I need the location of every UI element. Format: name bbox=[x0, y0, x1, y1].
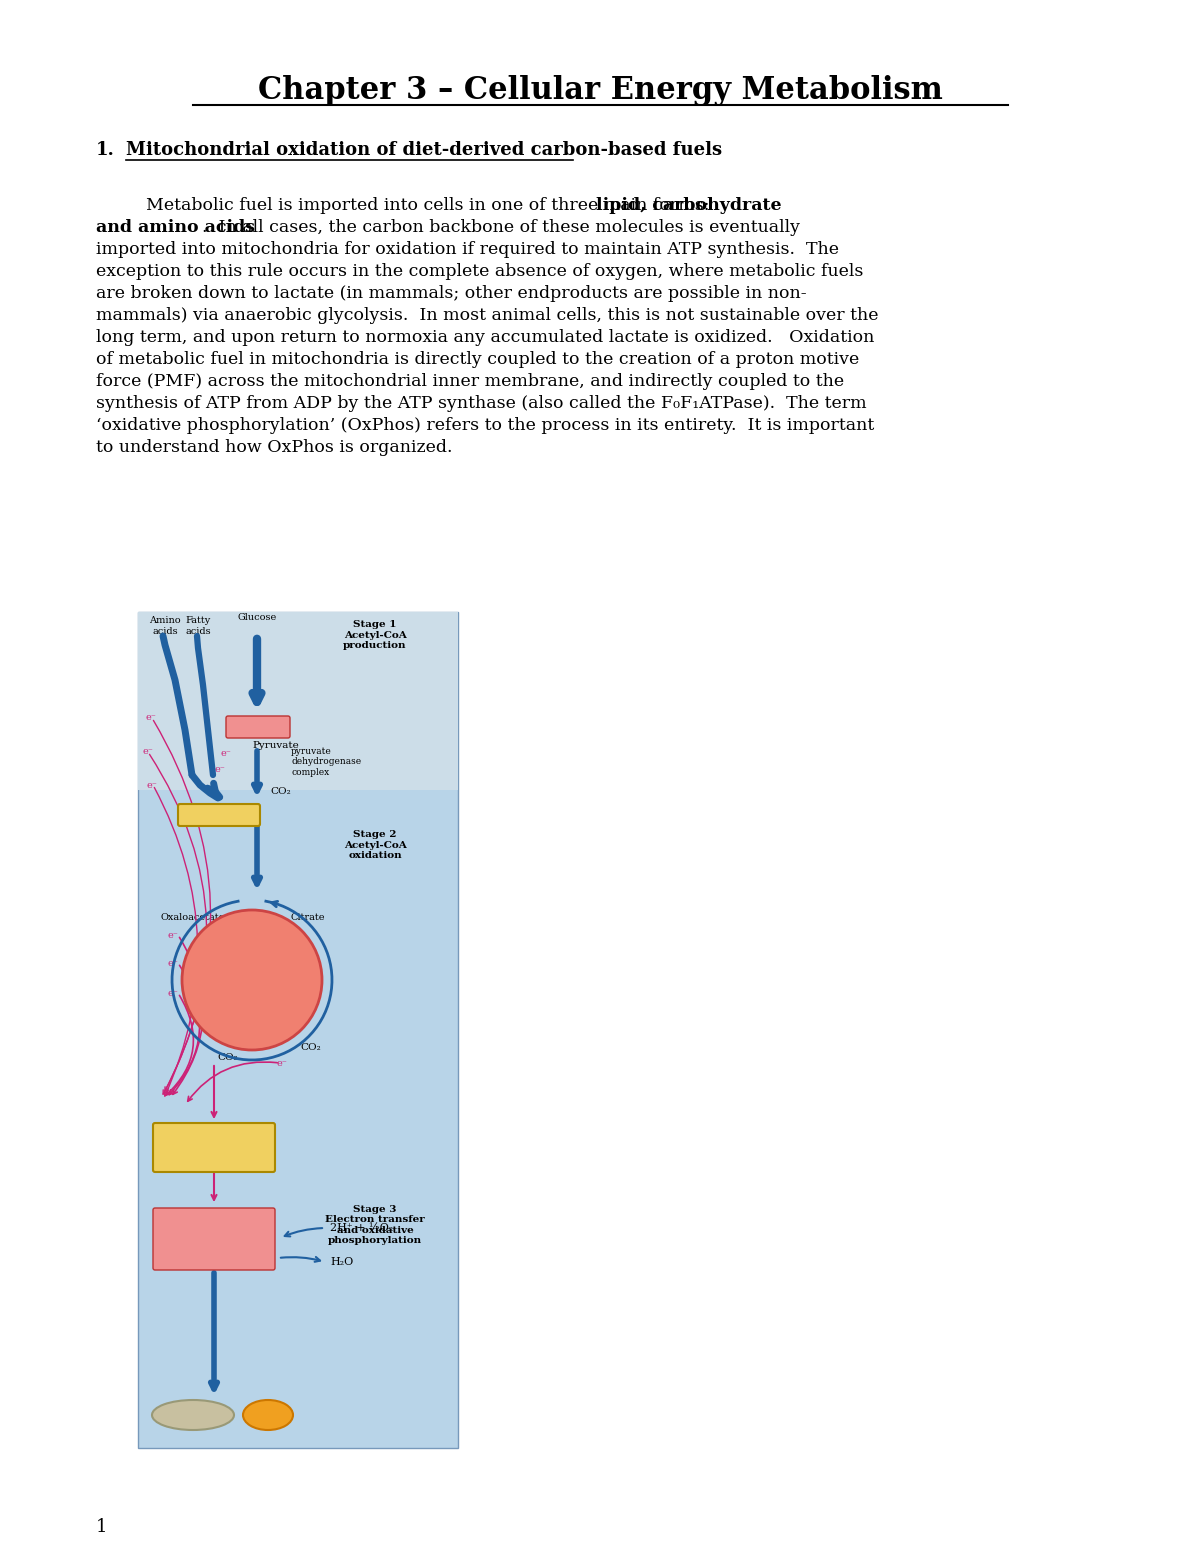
Text: e⁻: e⁻ bbox=[145, 713, 156, 722]
Text: Fatty
acids: Fatty acids bbox=[185, 617, 211, 635]
Text: ATP: ATP bbox=[256, 1409, 281, 1421]
Text: ADP + Pᵢ: ADP + Pᵢ bbox=[169, 1410, 216, 1419]
Text: e⁻: e⁻ bbox=[276, 1059, 288, 1067]
Text: Amino
acids: Amino acids bbox=[149, 617, 181, 635]
Text: CO₂: CO₂ bbox=[217, 1053, 239, 1062]
FancyBboxPatch shape bbox=[154, 1208, 275, 1270]
Circle shape bbox=[182, 910, 322, 1050]
Text: imported into mitochondria for oxidation if required to maintain ATP synthesis. : imported into mitochondria for oxidation… bbox=[96, 241, 839, 258]
Text: 1.: 1. bbox=[96, 141, 115, 158]
Text: H₂O: H₂O bbox=[330, 1256, 353, 1267]
Text: CO₂: CO₂ bbox=[270, 787, 290, 797]
FancyBboxPatch shape bbox=[178, 804, 260, 826]
Text: Glycolysis: Glycolysis bbox=[232, 722, 284, 731]
Text: to understand how OxPhos is organized.: to understand how OxPhos is organized. bbox=[96, 439, 452, 457]
Text: Pyruvate: Pyruvate bbox=[252, 741, 299, 750]
Text: Stage 1
Acetyl-CoA
production: Stage 1 Acetyl-CoA production bbox=[343, 620, 407, 649]
Text: e⁻: e⁻ bbox=[167, 989, 178, 997]
Text: are broken down to lactate (in mammals; other endproducts are possible in non-: are broken down to lactate (in mammals; … bbox=[96, 286, 806, 301]
Text: of metabolic fuel in mitochondria is directly coupled to the creation of a proto: of metabolic fuel in mitochondria is dir… bbox=[96, 351, 859, 368]
Text: Stage 3
Electron transfer
and oxidative
phosphorylation: Stage 3 Electron transfer and oxidative … bbox=[325, 1205, 425, 1246]
Text: .  In all cases, the carbon backbone of these molecules is eventually: . In all cases, the carbon backbone of t… bbox=[203, 219, 800, 236]
Text: e⁻: e⁻ bbox=[143, 747, 154, 756]
Text: Citric: Citric bbox=[234, 968, 270, 980]
Text: Acetyl-CoA: Acetyl-CoA bbox=[188, 811, 250, 820]
Text: force (PMF) across the mitochondrial inner membrane, and indirectly coupled to t: force (PMF) across the mitochondrial inn… bbox=[96, 373, 844, 390]
Text: 1: 1 bbox=[96, 1517, 108, 1536]
Text: e⁻: e⁻ bbox=[146, 781, 157, 789]
FancyBboxPatch shape bbox=[138, 612, 458, 1447]
Text: Citrate: Citrate bbox=[290, 913, 325, 922]
Text: e⁻: e⁻ bbox=[167, 958, 178, 968]
Text: Respiratory
(electron transfer)
chain: Respiratory (electron transfer) chain bbox=[166, 1224, 263, 1253]
Text: ‘oxidative phosphorylation’ (OxPhos) refers to the process in its entirety.  It : ‘oxidative phosphorylation’ (OxPhos) ref… bbox=[96, 418, 875, 433]
Text: synthesis of ATP from ADP by the ATP synthase (also called the F₀F₁ATPase).  The: synthesis of ATP from ADP by the ATP syn… bbox=[96, 394, 866, 412]
Text: Mitochondrial oxidation of diet-derived carbon-based fuels: Mitochondrial oxidation of diet-derived … bbox=[126, 141, 722, 158]
Ellipse shape bbox=[242, 1399, 293, 1430]
Text: e⁻: e⁻ bbox=[208, 1143, 220, 1152]
Text: lipid, carbohydrate: lipid, carbohydrate bbox=[596, 197, 782, 214]
Text: Oxaloacetate: Oxaloacetate bbox=[161, 913, 226, 922]
Text: e⁻: e⁻ bbox=[215, 766, 226, 775]
Text: Glucose: Glucose bbox=[238, 613, 277, 623]
FancyBboxPatch shape bbox=[138, 612, 458, 790]
Text: acid cycle: acid cycle bbox=[221, 983, 283, 995]
FancyBboxPatch shape bbox=[154, 1123, 275, 1173]
Text: Chapter 3 – Cellular Energy Metabolism: Chapter 3 – Cellular Energy Metabolism bbox=[258, 75, 942, 106]
Text: pyruvate
dehydrogenase
complex: pyruvate dehydrogenase complex bbox=[292, 747, 361, 776]
FancyBboxPatch shape bbox=[226, 716, 290, 738]
Text: 2H⁺ + ½O₂: 2H⁺ + ½O₂ bbox=[330, 1224, 394, 1233]
Text: CO₂: CO₂ bbox=[300, 1042, 320, 1051]
Text: e⁻: e⁻ bbox=[221, 750, 232, 758]
Ellipse shape bbox=[152, 1399, 234, 1430]
Text: e⁻: e⁻ bbox=[167, 930, 178, 940]
Text: long term, and upon return to normoxia any accumulated lactate is oxidized.   Ox: long term, and upon return to normoxia a… bbox=[96, 329, 875, 346]
Text: and amino acids: and amino acids bbox=[96, 219, 256, 236]
Text: exception to this rule occurs in the complete absence of oxygen, where metabolic: exception to this rule occurs in the com… bbox=[96, 262, 863, 280]
Text: Stage 2
Acetyl-CoA
oxidation: Stage 2 Acetyl-CoA oxidation bbox=[343, 831, 407, 860]
Text: NADH,
FADH₂
(reduced e⁻ carriers): NADH, FADH₂ (reduced e⁻ carriers) bbox=[158, 1127, 270, 1159]
Text: Metabolic fuel is imported into cells in one of three main forms:: Metabolic fuel is imported into cells in… bbox=[146, 197, 720, 214]
Text: mammals) via anaerobic glycolysis.  In most animal cells, this is not sustainabl: mammals) via anaerobic glycolysis. In mo… bbox=[96, 307, 878, 325]
